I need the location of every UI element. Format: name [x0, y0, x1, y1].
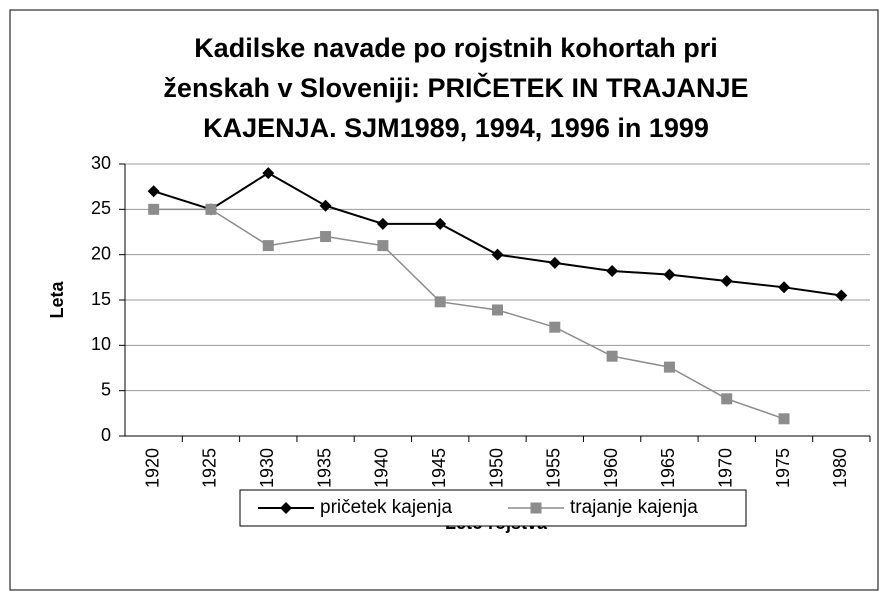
point — [205, 203, 217, 215]
point — [434, 217, 447, 230]
point — [548, 256, 561, 269]
legend-label: pričetek kajenja — [320, 497, 452, 518]
point — [377, 240, 389, 252]
point — [148, 203, 160, 215]
x-tick-label: 1965 — [658, 448, 678, 488]
point — [663, 361, 675, 373]
y-tick-label: 0 — [101, 425, 111, 445]
y-tick-label: 25 — [91, 198, 111, 218]
point — [320, 231, 332, 243]
x-tick-label: 1925 — [200, 448, 220, 488]
x-tick-label: 1975 — [773, 448, 793, 488]
point — [319, 199, 332, 212]
y-tick-label: 5 — [101, 379, 111, 399]
point — [606, 350, 618, 362]
point — [491, 248, 504, 261]
chart-title: KAJENJA. SJM1989, 1994, 1996 in 1999 — [203, 113, 709, 143]
point — [721, 393, 733, 405]
point — [720, 274, 733, 287]
point — [434, 296, 446, 308]
point — [262, 167, 275, 180]
y-tick-label: 15 — [91, 289, 111, 309]
point — [262, 240, 274, 252]
x-tick-label: 1945 — [429, 448, 449, 488]
point — [492, 304, 503, 316]
y-tick-label: 20 — [91, 243, 111, 263]
x-tick-label: 1955 — [544, 448, 564, 488]
legend-box — [239, 489, 747, 527]
x-tick-label: 1950 — [486, 448, 506, 488]
x-tick-label: 1960 — [601, 448, 621, 488]
x-tick-label: 1920 — [142, 448, 162, 488]
x-tick-label: 1930 — [257, 448, 277, 488]
point — [663, 268, 676, 281]
legend-label: trajanje kajenja — [570, 497, 698, 518]
x-tick-label: 1970 — [715, 448, 735, 488]
legend-marker — [530, 502, 542, 514]
point — [778, 413, 790, 425]
point — [376, 217, 389, 230]
point — [549, 321, 561, 333]
series-line — [153, 208, 785, 420]
chart-title: Kadilske navade po rojstnih kohortah pri — [194, 33, 718, 63]
legend-marker — [280, 502, 292, 514]
point — [147, 185, 160, 198]
point — [606, 264, 619, 277]
point — [778, 281, 791, 294]
y-tick-label: 30 — [91, 153, 111, 173]
y-axis-label: Leta — [47, 281, 67, 319]
x-tick-label: 1980 — [830, 448, 850, 488]
point — [835, 289, 848, 302]
x-tick-label: 1940 — [372, 448, 392, 488]
y-tick-label: 10 — [91, 334, 111, 354]
chart-title: ženskah v Sloveniji: PRIČETEK IN TRAJANJ… — [163, 72, 748, 103]
x-tick-label: 1935 — [314, 448, 334, 488]
